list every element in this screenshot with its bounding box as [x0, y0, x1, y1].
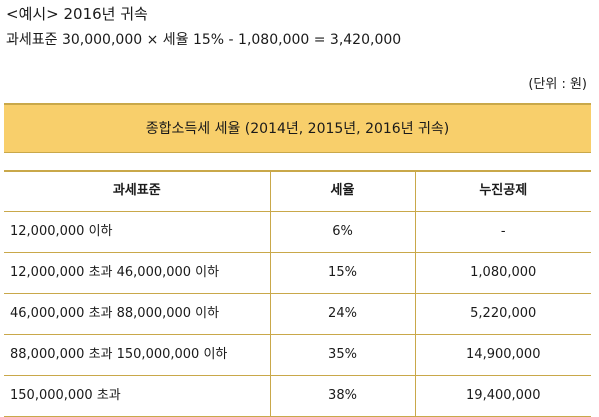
deduction-cell: 1,080,000	[414, 252, 591, 294]
table-row: 150,000,000 초과 38% 19,400,000	[4, 375, 591, 417]
tax-base-cell: 88,000,000 초과 150,000,000 이하	[4, 334, 270, 376]
deduction-cell: 5,220,000	[414, 293, 591, 335]
header-progressive-deduction: 누진공제	[414, 170, 591, 212]
tax-rate-cell: 24%	[269, 293, 415, 335]
table-row: 12,000,000 이하 6% -	[4, 211, 591, 253]
tax-rate-cell: 35%	[269, 334, 415, 376]
tax-table-title: 종합소득세 세율 (2014년, 2015년, 2016년 귀속)	[145, 120, 450, 137]
tax-base-cell: 12,000,000 초과 46,000,000 이하	[4, 252, 270, 294]
tax-table-banner: 종합소득세 세율 (2014년, 2015년, 2016년 귀속)	[4, 103, 591, 153]
tax-rate-table: 과세표준 세율 누진공제 12,000,000 이하 6% - 12,000,0…	[4, 170, 591, 417]
example-formula: 과세표준 30,000,000 × 세율 15% - 1,080,000 = 3…	[6, 32, 402, 48]
tax-base-cell: 150,000,000 초과	[4, 375, 270, 417]
deduction-cell: 19,400,000	[414, 375, 591, 417]
deduction-cell: 14,900,000	[414, 334, 591, 376]
header-tax-base: 과세표준	[4, 170, 270, 212]
deduction-cell: -	[414, 211, 591, 253]
table-row: 46,000,000 초과 88,000,000 이하 24% 5,220,00…	[4, 293, 591, 335]
tax-base-cell: 12,000,000 이하	[4, 211, 270, 253]
table-row: 88,000,000 초과 150,000,000 이하 35% 14,900,…	[4, 334, 591, 376]
example-title: <예시> 2016년 귀속	[6, 5, 148, 23]
tax-rate-cell: 38%	[269, 375, 415, 417]
unit-note: (단위 : 원)	[528, 77, 587, 92]
tax-rate-cell: 6%	[269, 211, 415, 253]
header-tax-rate: 세율	[269, 170, 415, 212]
table-row: 12,000,000 초과 46,000,000 이하 15% 1,080,00…	[4, 252, 591, 294]
tax-base-cell: 46,000,000 초과 88,000,000 이하	[4, 293, 270, 335]
table-header-row: 과세표준 세율 누진공제	[4, 170, 591, 212]
tax-rate-cell: 15%	[269, 252, 415, 294]
